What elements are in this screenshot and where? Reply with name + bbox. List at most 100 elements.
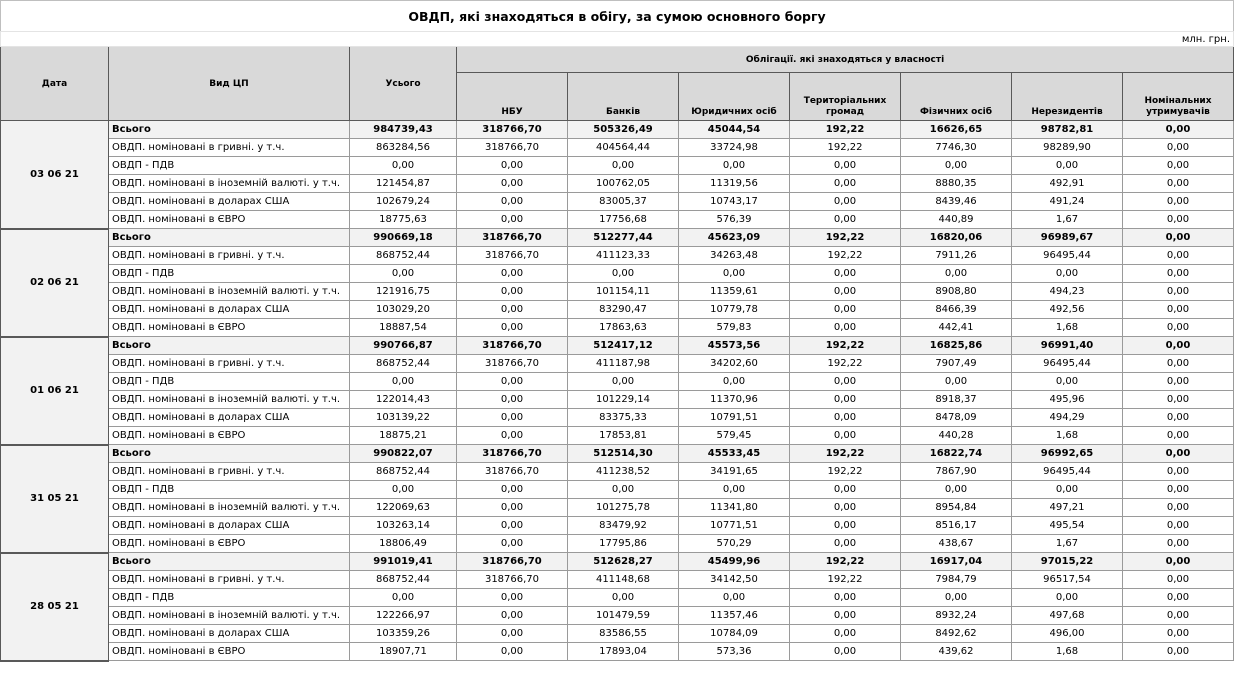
value-cell: 442,41 xyxy=(900,318,1012,337)
row-label-text: Всього xyxy=(112,124,151,135)
row-label: ОВДП - ПДВ xyxy=(108,588,350,607)
row-label-text: ОВДП - ПДВ xyxy=(112,592,175,603)
row-label: ОВДП. номіновані в ЄВРО xyxy=(108,642,350,661)
data-row: ОВДП. номіновані в іноземній валюті. у т… xyxy=(1,282,1234,301)
value-cell: 0,00 xyxy=(789,534,901,553)
row-label: Всього xyxy=(108,228,350,247)
value-cell: 0,00 xyxy=(456,300,568,319)
value-cell: 0,00 xyxy=(789,390,901,409)
value-cell: 495,54 xyxy=(1011,516,1123,535)
value-cell: 8880,35 xyxy=(900,174,1012,193)
value-cell: 18875,21 xyxy=(349,426,457,445)
value-cell: 497,21 xyxy=(1011,498,1123,517)
row-label: ОВДП. номіновані в ЄВРО xyxy=(108,534,350,553)
value-cell: 17853,81 xyxy=(567,426,679,445)
value-cell: 863284,56 xyxy=(349,138,457,157)
header-total: Усього xyxy=(349,46,457,121)
date-cell: 28 05 21 xyxy=(0,552,109,662)
value-cell: 0,00 xyxy=(567,372,679,391)
value-cell: 192,22 xyxy=(789,246,901,265)
value-cell: 8918,37 xyxy=(900,390,1012,409)
value-cell: 45623,09 xyxy=(678,228,790,247)
value-cell: 0,00 xyxy=(678,480,790,499)
value-cell: 45044,54 xyxy=(678,120,790,139)
value-cell: 512417,12 xyxy=(567,336,679,355)
data-row: ОВДП - ПДВ 0,00 0,00 0,00 0,00 0,00 0,00 0,00 0,… xyxy=(1,372,1234,391)
row-label: Всього xyxy=(108,444,350,463)
value-cell: 7911,26 xyxy=(900,246,1012,265)
row-label-text: ОВДП. номіновані в доларах США xyxy=(112,412,290,423)
value-cell: 0,00 xyxy=(1122,390,1234,409)
value-cell: 96517,54 xyxy=(1011,570,1123,589)
value-cell: 11319,56 xyxy=(678,174,790,193)
value-cell: 440,89 xyxy=(900,210,1012,229)
value-cell: 98289,90 xyxy=(1011,138,1123,157)
value-cell: 8478,09 xyxy=(900,408,1012,427)
value-cell: 0,00 xyxy=(567,480,679,499)
value-cell: 0,00 xyxy=(1122,120,1234,139)
value-cell: 318766,70 xyxy=(456,336,568,355)
value-cell: 0,00 xyxy=(789,174,901,193)
value-cell: 7907,49 xyxy=(900,354,1012,373)
value-cell: 97015,22 xyxy=(1011,552,1123,571)
value-cell: 0,00 xyxy=(456,606,568,625)
row-label-text: ОВДП. номіновані в ЄВРО xyxy=(112,214,246,225)
header-column: Фізичних осіб xyxy=(900,72,1012,121)
value-cell: 0,00 xyxy=(1122,192,1234,211)
value-cell: 96992,65 xyxy=(1011,444,1123,463)
value-cell: 438,67 xyxy=(900,534,1012,553)
value-cell: 0,00 xyxy=(1122,138,1234,157)
data-row: ОВДП. номіновані в гривні. у т.ч. 868752,… xyxy=(1,246,1234,265)
row-label: ОВДП - ПДВ xyxy=(108,372,350,391)
value-cell: 1,68 xyxy=(1011,426,1123,445)
row-label: ОВДП. номіновані в іноземній валюті. у т… xyxy=(108,174,350,193)
value-cell: 492,91 xyxy=(1011,174,1123,193)
title-row: ОВДП, які знаходяться в обігу, за сумою … xyxy=(0,0,1234,32)
value-cell: 10771,51 xyxy=(678,516,790,535)
data-row: ОВДП. номіновані в доларах США 102679,24 0… xyxy=(1,192,1234,211)
value-cell: 34202,60 xyxy=(678,354,790,373)
value-cell: 96989,67 xyxy=(1011,228,1123,247)
value-cell: 0,00 xyxy=(456,264,568,283)
header-column: Юридичних осіб xyxy=(678,72,790,121)
row-label: ОВДП - ПДВ xyxy=(108,264,350,283)
value-cell: 96495,44 xyxy=(1011,246,1123,265)
data-row: ОВДП - ПДВ 0,00 0,00 0,00 0,00 0,00 0,00 0,00 0,… xyxy=(1,156,1234,175)
value-cell: 0,00 xyxy=(789,282,901,301)
row-label-text: ОВДП. номіновані в доларах США xyxy=(112,196,290,207)
value-cell: 0,00 xyxy=(567,264,679,283)
value-cell: 192,22 xyxy=(789,552,901,571)
value-cell: 0,00 xyxy=(1122,516,1234,535)
value-cell: 868752,44 xyxy=(349,354,457,373)
header-column: Банків xyxy=(567,72,679,121)
value-cell: 11357,46 xyxy=(678,606,790,625)
value-cell: 45499,96 xyxy=(678,552,790,571)
value-cell: 0,00 xyxy=(789,606,901,625)
value-cell: 18775,63 xyxy=(349,210,457,229)
value-cell: 102679,24 xyxy=(349,192,457,211)
value-cell: 0,00 xyxy=(900,480,1012,499)
value-cell: 0,00 xyxy=(1122,156,1234,175)
value-cell: 0,00 xyxy=(456,210,568,229)
data-row: ОВДП. номіновані в іноземній валюті. у т… xyxy=(1,498,1234,517)
value-cell: 318766,70 xyxy=(456,462,568,481)
value-cell: 16626,65 xyxy=(900,120,1012,139)
value-cell: 579,83 xyxy=(678,318,790,337)
value-cell: 318766,70 xyxy=(456,354,568,373)
row-label: ОВДП. номіновані в доларах США xyxy=(108,192,350,211)
sheet-title: ОВДП, які знаходяться в обігу, за сумою … xyxy=(0,0,1234,32)
value-cell: 18806,49 xyxy=(349,534,457,553)
row-label: ОВДП - ПДВ xyxy=(108,156,350,175)
data-row: ОВДП. номіновані в гривні. у т.ч. 863284,… xyxy=(1,138,1234,157)
row-label-text: ОВДП. номіновані в гривні. у т.ч. xyxy=(112,358,285,369)
value-cell: 991019,41 xyxy=(349,552,457,571)
value-cell: 0,00 xyxy=(678,264,790,283)
value-cell: 0,00 xyxy=(789,300,901,319)
value-cell: 192,22 xyxy=(789,354,901,373)
value-cell: 192,22 xyxy=(789,462,901,481)
value-cell: 0,00 xyxy=(456,624,568,643)
value-cell: 0,00 xyxy=(678,156,790,175)
value-cell: 101479,59 xyxy=(567,606,679,625)
data-row: 28 05 21 Всього 991019,41 318766,70 512628,2… xyxy=(0,552,1234,662)
value-cell: 0,00 xyxy=(456,426,568,445)
